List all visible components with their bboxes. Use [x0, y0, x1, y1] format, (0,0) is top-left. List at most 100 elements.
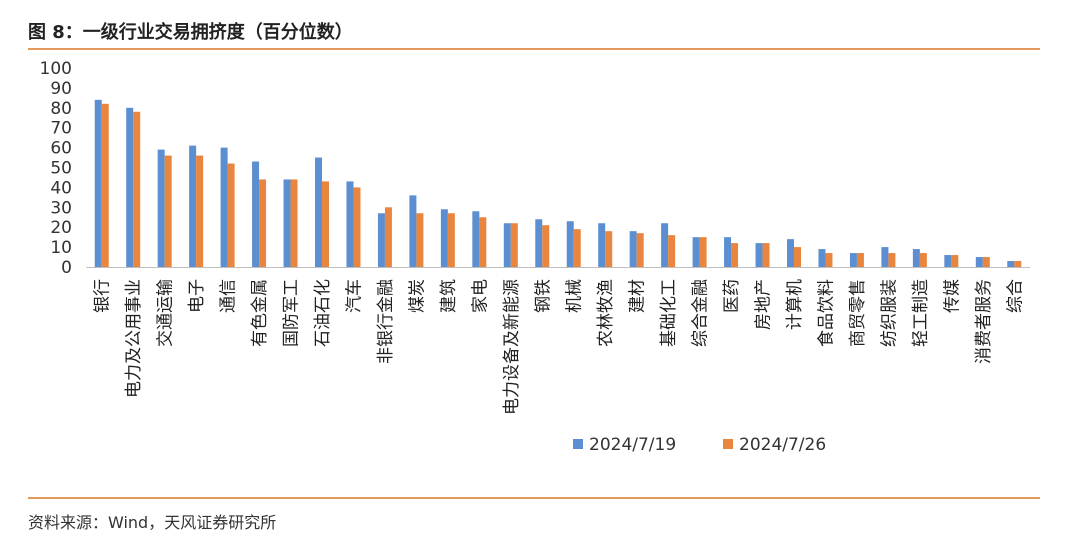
- bar-series1: [912, 249, 920, 267]
- bar-series1: [975, 257, 983, 267]
- bar-series2: [133, 111, 141, 267]
- chart-title: 图 8：一级行业交易拥挤度（百分位数）: [28, 22, 353, 43]
- y-tick-label: 90: [50, 79, 72, 99]
- bar-series2: [605, 231, 613, 267]
- bar-series2: [384, 207, 392, 267]
- legend-swatch: [723, 439, 733, 449]
- y-tick-label: 40: [50, 178, 72, 198]
- y-tick-label: 60: [50, 139, 72, 159]
- bar-series2: [259, 179, 267, 267]
- bar-series2: [290, 179, 298, 267]
- bottom-rule: [28, 497, 1040, 499]
- bar-series1: [818, 249, 826, 267]
- legend-label: 2024/7/19: [589, 435, 676, 455]
- category-label: 银行: [93, 279, 113, 313]
- bar-series1: [598, 223, 606, 267]
- bar-series1: [157, 149, 165, 267]
- bar-series1: [283, 179, 291, 267]
- category-label: 基础化工: [659, 279, 679, 347]
- category-label: 计算机: [785, 279, 805, 330]
- bar-series1: [566, 221, 574, 267]
- bar-series1: [377, 213, 385, 267]
- category-label: 传媒: [942, 279, 962, 313]
- bar-series2: [888, 253, 896, 267]
- bar-series1: [944, 255, 952, 267]
- category-label: 综合金融: [691, 279, 711, 347]
- category-label: 电力设备及新能源: [502, 279, 522, 415]
- category-label: 汽车: [344, 279, 364, 313]
- bar-series2: [731, 243, 739, 267]
- bar-series2: [227, 163, 235, 267]
- bar-series1: [849, 253, 857, 267]
- bar-series2: [164, 155, 172, 267]
- category-label: 消费者服务: [974, 279, 994, 364]
- bar-series2: [856, 253, 864, 267]
- category-label: 家电: [470, 279, 490, 313]
- category-label: 国防军工: [282, 279, 302, 347]
- y-tick-label: 100: [40, 59, 72, 79]
- category-label: 商贸零售: [848, 279, 868, 347]
- y-tick-label: 30: [50, 198, 72, 218]
- bar-series2: [668, 235, 676, 267]
- y-tick-label: 50: [50, 159, 72, 179]
- bar-series2: [447, 213, 455, 267]
- top-rule: [28, 48, 1040, 50]
- bar-series2: [919, 253, 927, 267]
- category-label: 食品饮料: [816, 279, 836, 347]
- bar-series2: [416, 213, 424, 267]
- bar-series2: [951, 255, 959, 267]
- category-label: 轻工制造: [911, 279, 931, 347]
- bar-series1: [692, 237, 700, 267]
- source-note: 资料来源：Wind，天风证券研究所: [28, 513, 277, 532]
- y-tick-label: 80: [50, 99, 72, 119]
- category-label: 房地产: [754, 279, 774, 330]
- bar-series1: [220, 147, 228, 267]
- bar-series2: [573, 229, 581, 267]
- y-tick-label: 70: [50, 119, 72, 139]
- bar-series2: [510, 223, 518, 267]
- category-label: 纺织服装: [879, 279, 899, 347]
- bar-series1: [503, 223, 511, 267]
- bar-series1: [535, 219, 543, 267]
- bar-series2: [762, 243, 770, 267]
- bar-series2: [982, 257, 990, 267]
- x-axis-labels: 银行 电力及公用事业 交通运输 电子 通信 有色金属 国防军工 石油石化 汽车 非银行金融 煤炭 建筑…: [93, 279, 1026, 415]
- category-label: 有色金属: [250, 279, 270, 347]
- category-label: 农林牧渔: [596, 279, 616, 347]
- bar-series2: [101, 103, 109, 267]
- legend: 2024/7/19 2024/7/26: [573, 435, 826, 455]
- category-label: 钢铁: [533, 279, 553, 313]
- category-label: 通信: [219, 279, 239, 313]
- bar-series1: [472, 211, 480, 267]
- bar-series1: [787, 239, 794, 267]
- bar-series1: [1007, 261, 1015, 267]
- bar-series1: [315, 157, 322, 267]
- category-label: 非银行金融: [376, 279, 396, 364]
- bar-series2: [322, 181, 329, 267]
- bar-series1: [94, 99, 102, 267]
- category-label: 石油石化: [313, 279, 333, 347]
- category-label: 医药: [722, 279, 742, 313]
- category-label: 机械: [565, 279, 585, 313]
- category-label: 建筑: [439, 279, 459, 313]
- y-tick-label: 10: [50, 238, 72, 258]
- bar-series2: [636, 233, 644, 267]
- legend-swatch: [573, 439, 583, 449]
- legend-label: 2024/7/26: [739, 435, 826, 455]
- bar-series1: [189, 145, 197, 267]
- bar-series2: [1014, 261, 1022, 267]
- bar-series1: [661, 223, 669, 267]
- bar-series1: [629, 231, 637, 267]
- category-label: 电子: [187, 279, 207, 313]
- y-tick-label: 0: [61, 258, 72, 278]
- bar-series2: [196, 155, 204, 267]
- bar-series2: [794, 247, 801, 267]
- bar-series2: [699, 237, 707, 267]
- y-tick-label: 20: [50, 218, 72, 238]
- category-label: 综合: [1005, 279, 1025, 313]
- bar-series2: [353, 187, 361, 267]
- bar-series1: [755, 243, 763, 267]
- bar-series2: [542, 225, 550, 267]
